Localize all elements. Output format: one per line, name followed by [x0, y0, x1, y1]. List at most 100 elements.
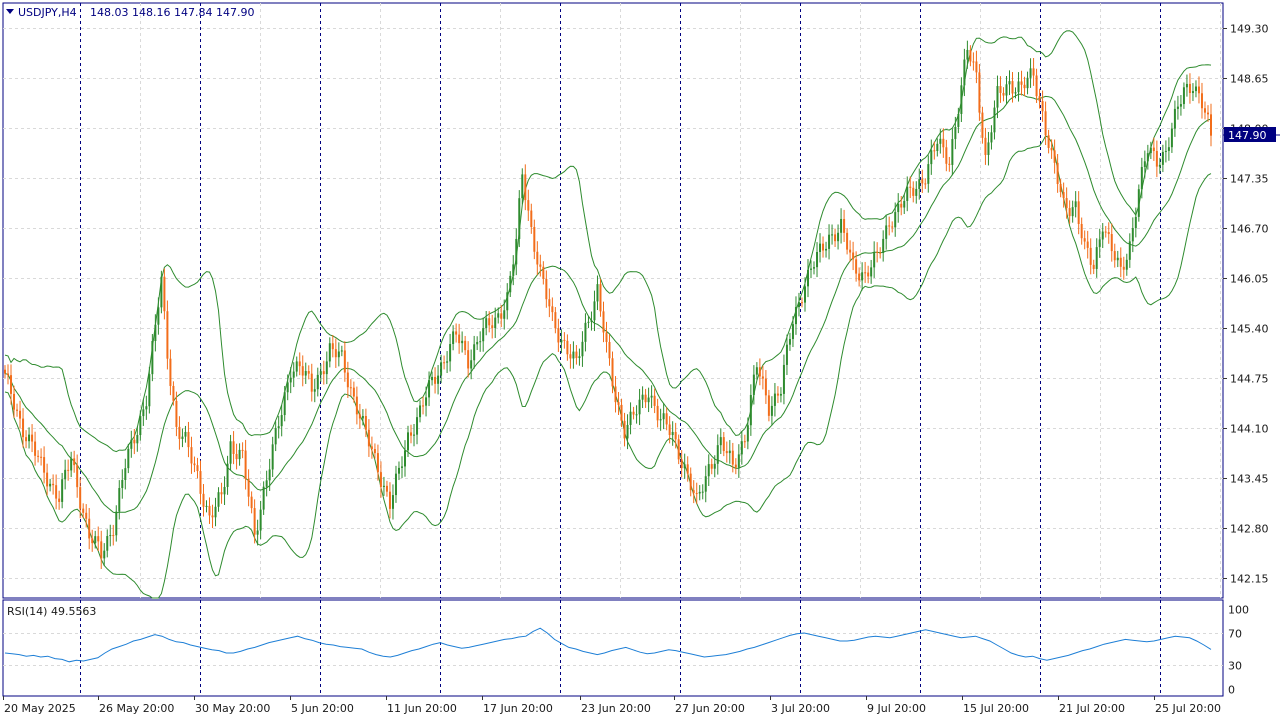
- candle-body: [232, 441, 235, 454]
- time-axis[interactable]: 20 May 2025 26 May 20:00 30 May 20:00 5 Jun…: [3, 696, 1221, 715]
- candle: [813, 261, 816, 275]
- candle: [268, 458, 271, 491]
- candle-body: [1074, 201, 1077, 208]
- candle-body: [1104, 231, 1107, 233]
- candle-body: [605, 332, 608, 342]
- candle: [1188, 73, 1191, 104]
- candle-body: [843, 218, 846, 233]
- candle: [734, 458, 737, 475]
- candle: [891, 221, 894, 233]
- candle-body: [779, 393, 782, 396]
- time-tick-label: 27 Jun 20:00: [675, 702, 745, 715]
- candle: [1125, 253, 1128, 276]
- candle-body: [834, 234, 837, 242]
- candle: [542, 261, 545, 285]
- candle-body: [990, 132, 993, 143]
- candle-body: [864, 272, 867, 274]
- candle-body: [346, 372, 349, 388]
- candle: [1047, 129, 1050, 154]
- candle-body: [28, 434, 31, 442]
- candle: [969, 45, 972, 67]
- candle-body: [187, 431, 190, 448]
- candle: [400, 456, 403, 479]
- candle-body: [602, 311, 605, 333]
- candle-body: [819, 243, 822, 253]
- candle-body: [133, 439, 136, 444]
- candle-body: [909, 186, 912, 188]
- candle-body: [692, 490, 695, 494]
- candle-body: [298, 361, 301, 367]
- candle-body: [73, 458, 76, 466]
- candle: [349, 379, 352, 396]
- candle: [692, 480, 695, 504]
- candle: [316, 367, 319, 397]
- candle-body: [136, 435, 139, 444]
- candle-body: [425, 397, 428, 406]
- candle-body: [370, 446, 373, 449]
- candle: [858, 267, 861, 287]
- candle: [1122, 256, 1125, 280]
- candle: [440, 354, 443, 384]
- candle-body: [70, 458, 73, 471]
- candle: [620, 398, 623, 428]
- candle: [55, 474, 58, 510]
- candle: [175, 391, 178, 437]
- candle: [996, 75, 999, 119]
- candle: [211, 504, 214, 529]
- price-tick-label: 144.75: [1230, 373, 1269, 386]
- collapse-triangle-icon[interactable]: [6, 9, 14, 14]
- candle: [731, 442, 734, 473]
- candle: [1210, 103, 1212, 147]
- candle-body: [4, 369, 6, 374]
- candle: [1155, 140, 1158, 178]
- candle-body: [58, 498, 61, 502]
- candle-body: [740, 441, 743, 455]
- candle: [473, 335, 476, 369]
- candle-body: [587, 321, 590, 323]
- candle: [112, 524, 115, 546]
- candle-body: [1014, 92, 1017, 94]
- candle-body: [61, 479, 64, 502]
- candle-body: [1143, 161, 1146, 167]
- candle: [497, 307, 500, 324]
- candle: [58, 490, 61, 510]
- candle-body: [229, 441, 232, 464]
- candle-body: [262, 486, 265, 510]
- candle: [728, 440, 731, 464]
- candle-body: [112, 535, 115, 537]
- candle: [1203, 101, 1206, 120]
- rsi-grid: [3, 633, 1223, 666]
- candle: [364, 408, 367, 438]
- candle: [518, 190, 521, 248]
- candle-body: [1122, 266, 1125, 270]
- candle-body: [16, 409, 19, 411]
- candle-body: [599, 284, 602, 312]
- candle: [587, 316, 590, 329]
- candle-body: [1110, 234, 1113, 252]
- time-tick-label: 11 Jun 20:00: [387, 702, 457, 715]
- candle: [1104, 226, 1107, 238]
- candle: [1128, 233, 1131, 268]
- candle-body: [816, 252, 819, 268]
- candle-body: [190, 447, 193, 464]
- candle-body: [933, 150, 936, 152]
- candle: [434, 367, 437, 394]
- candle-body: [641, 394, 644, 400]
- current-price-tag: 147.90: [1224, 127, 1276, 142]
- price-panel[interactable]: [2, 2, 1280, 599]
- candle-body: [629, 411, 632, 425]
- candle-body: [794, 307, 797, 325]
- candle-body: [1167, 147, 1170, 151]
- rsi-axis[interactable]: 100 70 30 0: [1228, 604, 1249, 697]
- candle: [764, 370, 767, 404]
- candle-body: [100, 541, 103, 559]
- candle: [1173, 100, 1176, 137]
- candle-body: [488, 318, 491, 326]
- candle: [800, 297, 803, 308]
- candle-body: [458, 334, 461, 344]
- candle-body: [1044, 111, 1047, 136]
- candle-body: [349, 387, 352, 389]
- rsi-panel[interactable]: RSI(14) 49.5563: [2, 599, 1224, 697]
- candle: [25, 430, 28, 449]
